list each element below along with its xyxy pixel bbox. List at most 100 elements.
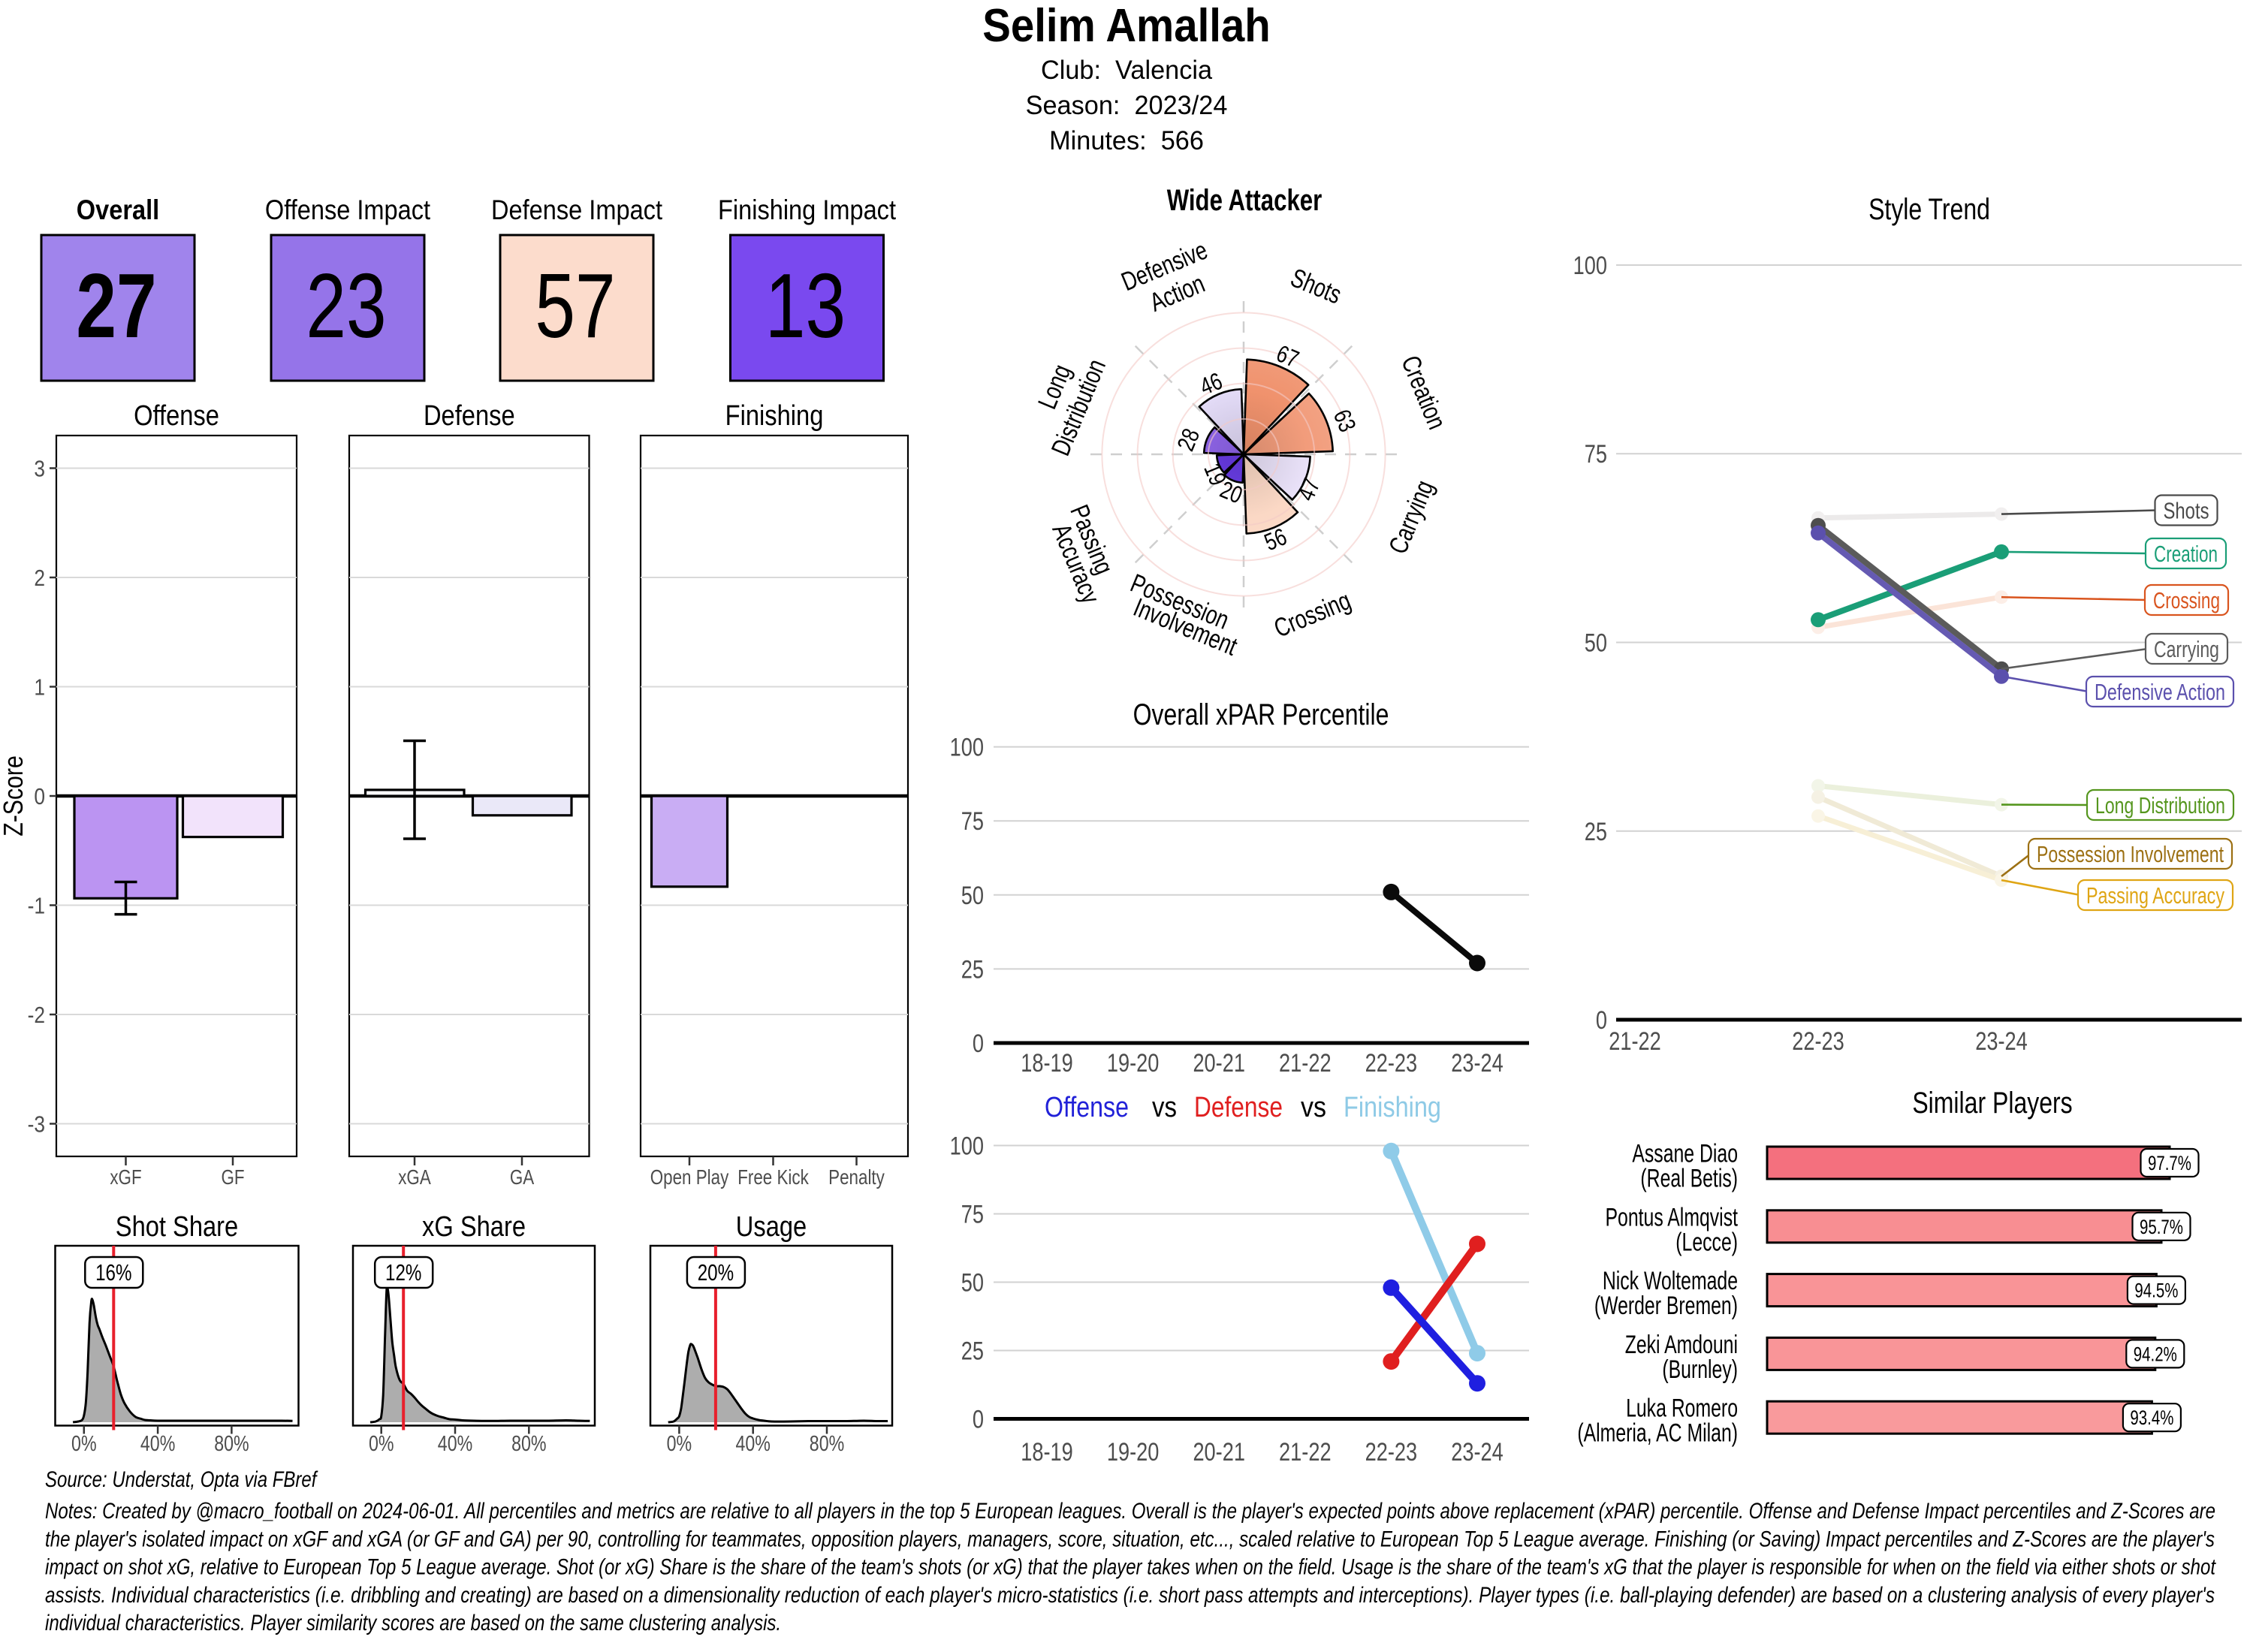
svg-text:xG Share: xG Share [422,1210,526,1243]
svg-text:0: 0 [973,1405,984,1434]
svg-text:20-21: 20-21 [1193,1048,1245,1078]
svg-text:(Burnley): (Burnley) [1662,1355,1738,1384]
svg-text:25: 25 [961,1337,984,1366]
svg-text:13: 13 [765,255,846,357]
svg-text:0: 0 [973,1029,984,1058]
svg-text:GF: GF [221,1166,244,1189]
svg-text:-2: -2 [28,1002,45,1028]
svg-text:95.7%: 95.7% [2140,1216,2183,1238]
svg-text:21-22: 21-22 [1279,1437,1332,1467]
svg-text:Creation: Creation [2154,541,2218,567]
svg-text:Finishing Impact: Finishing Impact [718,194,896,225]
svg-text:21-22: 21-22 [1609,1026,1661,1056]
svg-text:100: 100 [950,1132,984,1161]
svg-text:Passing Accuracy: Passing Accuracy [2086,882,2224,909]
svg-text:Crossing: Crossing [2153,587,2220,613]
svg-text:Long Distribution: Long Distribution [2095,792,2225,818]
svg-text:94.2%: 94.2% [2134,1343,2177,1365]
svg-text:19-20: 19-20 [1107,1437,1160,1467]
svg-text:97.7%: 97.7% [2148,1152,2191,1174]
svg-text:21-22: 21-22 [1279,1048,1332,1078]
svg-text:Usage: Usage [736,1210,807,1243]
svg-text:75: 75 [961,806,984,836]
svg-text:2: 2 [34,565,45,591]
svg-text:Offense: Offense [1045,1092,1129,1123]
svg-text:Source: Understat, Opta via FB: Source: Understat, Opta via FBref [45,1466,318,1491]
svg-text:100: 100 [950,733,984,762]
svg-text:1: 1 [34,675,45,701]
svg-text:Minutes: 566: Minutes: 566 [1049,127,1204,155]
svg-text:(Werder Bremen): (Werder Bremen) [1594,1292,1738,1320]
svg-text:Similar Players: Similar Players [1912,1086,2072,1120]
svg-text:Overall xPAR Percentile: Overall xPAR Percentile [1133,698,1389,731]
svg-text:Open Play: Open Play [650,1166,729,1189]
svg-text:75: 75 [1585,439,1607,469]
svg-text:xGA: xGA [398,1166,431,1189]
svg-text:93.4%: 93.4% [2130,1406,2173,1429]
svg-text:25: 25 [1585,817,1607,846]
svg-text:0%: 0% [369,1430,394,1455]
svg-text:xGF: xGF [110,1166,141,1189]
svg-text:23-24: 23-24 [1451,1048,1504,1078]
svg-text:50: 50 [961,881,984,910]
svg-text:(Real Betis): (Real Betis) [1640,1165,1738,1193]
svg-text:22-23: 22-23 [1365,1048,1418,1078]
svg-text:94.5%: 94.5% [2134,1280,2178,1302]
svg-text:Defense: Defense [424,399,515,432]
svg-text:3: 3 [34,457,45,482]
svg-text:75: 75 [961,1200,984,1229]
svg-text:Season: 2023/24: Season: 2023/24 [1026,92,1228,120]
svg-text:Finishing: Finishing [1344,1092,1441,1123]
svg-text:16%: 16% [95,1259,131,1286]
svg-text:individual characteristics. Pl: individual characteristics. Player simil… [45,1610,781,1635]
svg-text:80%: 80% [511,1430,546,1455]
svg-text:Carrying: Carrying [2154,636,2219,662]
svg-text:0%: 0% [71,1430,97,1455]
svg-text:Offense: Offense [134,399,219,432]
svg-text:Defensive Action: Defensive Action [2095,679,2225,705]
svg-text:23: 23 [306,255,386,357]
svg-text:Pontus Almqvist: Pontus Almqvist [1606,1204,1739,1232]
svg-text:18-19: 18-19 [1021,1048,1073,1078]
svg-text:40%: 40% [735,1430,770,1455]
svg-text:80%: 80% [214,1430,249,1455]
svg-text:50: 50 [961,1268,984,1298]
svg-text:Zeki Amdouni: Zeki Amdouni [1625,1331,1738,1359]
svg-text:22-23: 22-23 [1792,1026,1844,1056]
svg-text:18-19: 18-19 [1021,1437,1073,1467]
svg-text:0: 0 [1596,1005,1607,1035]
svg-text:impact on shot xG, relative to: impact on shot xG, relative to European … [45,1555,2216,1580]
svg-text:-1: -1 [28,894,45,919]
svg-text:Style Trend: Style Trend [1868,192,1990,226]
svg-text:12%: 12% [385,1259,421,1286]
svg-text:Nick Woltemade: Nick Woltemade [1603,1267,1738,1295]
svg-text:Shot Share: Shot Share [116,1210,238,1243]
svg-text:Shots: Shots [2164,498,2209,524]
svg-text:Luka Romero: Luka Romero [1626,1394,1738,1423]
svg-text:25: 25 [961,954,984,984]
svg-text:Free Kick: Free Kick [737,1166,809,1189]
svg-text:Z-Score: Z-Score [0,755,29,837]
svg-text:23-24: 23-24 [1451,1437,1504,1467]
svg-text:vs: vs [1152,1092,1177,1123]
svg-text:Notes: Created by @macro_footb: Notes: Created by @macro_football on 202… [45,1499,2215,1524]
svg-text:Assane Diao: Assane Diao [1632,1140,1738,1168]
svg-text:(Almeria, AC Milan): (Almeria, AC Milan) [1577,1419,1738,1448]
svg-text:Wide Attacker: Wide Attacker [1167,183,1323,217]
svg-text:(Lecce): (Lecce) [1675,1228,1738,1257]
svg-text:GA: GA [510,1166,534,1189]
svg-text:40%: 40% [438,1430,472,1455]
svg-text:19-20: 19-20 [1107,1048,1160,1078]
svg-text:Possession Involvement: Possession Involvement [2037,841,2224,867]
svg-text:20%: 20% [698,1259,734,1286]
svg-text:Club: Valencia: Club: Valencia [1041,56,1213,85]
svg-text:assists. Individual characteri: assists. Individual characteristics (i.e… [45,1583,2215,1608]
svg-text:80%: 80% [810,1430,844,1455]
svg-text:Overall: Overall [77,194,159,225]
svg-text:-3: -3 [28,1112,45,1138]
svg-text:0%: 0% [667,1430,692,1455]
svg-text:0: 0 [34,784,45,809]
svg-text:Penalty: Penalty [828,1166,885,1189]
svg-text:100: 100 [1573,251,1607,280]
svg-text:40%: 40% [140,1430,175,1455]
